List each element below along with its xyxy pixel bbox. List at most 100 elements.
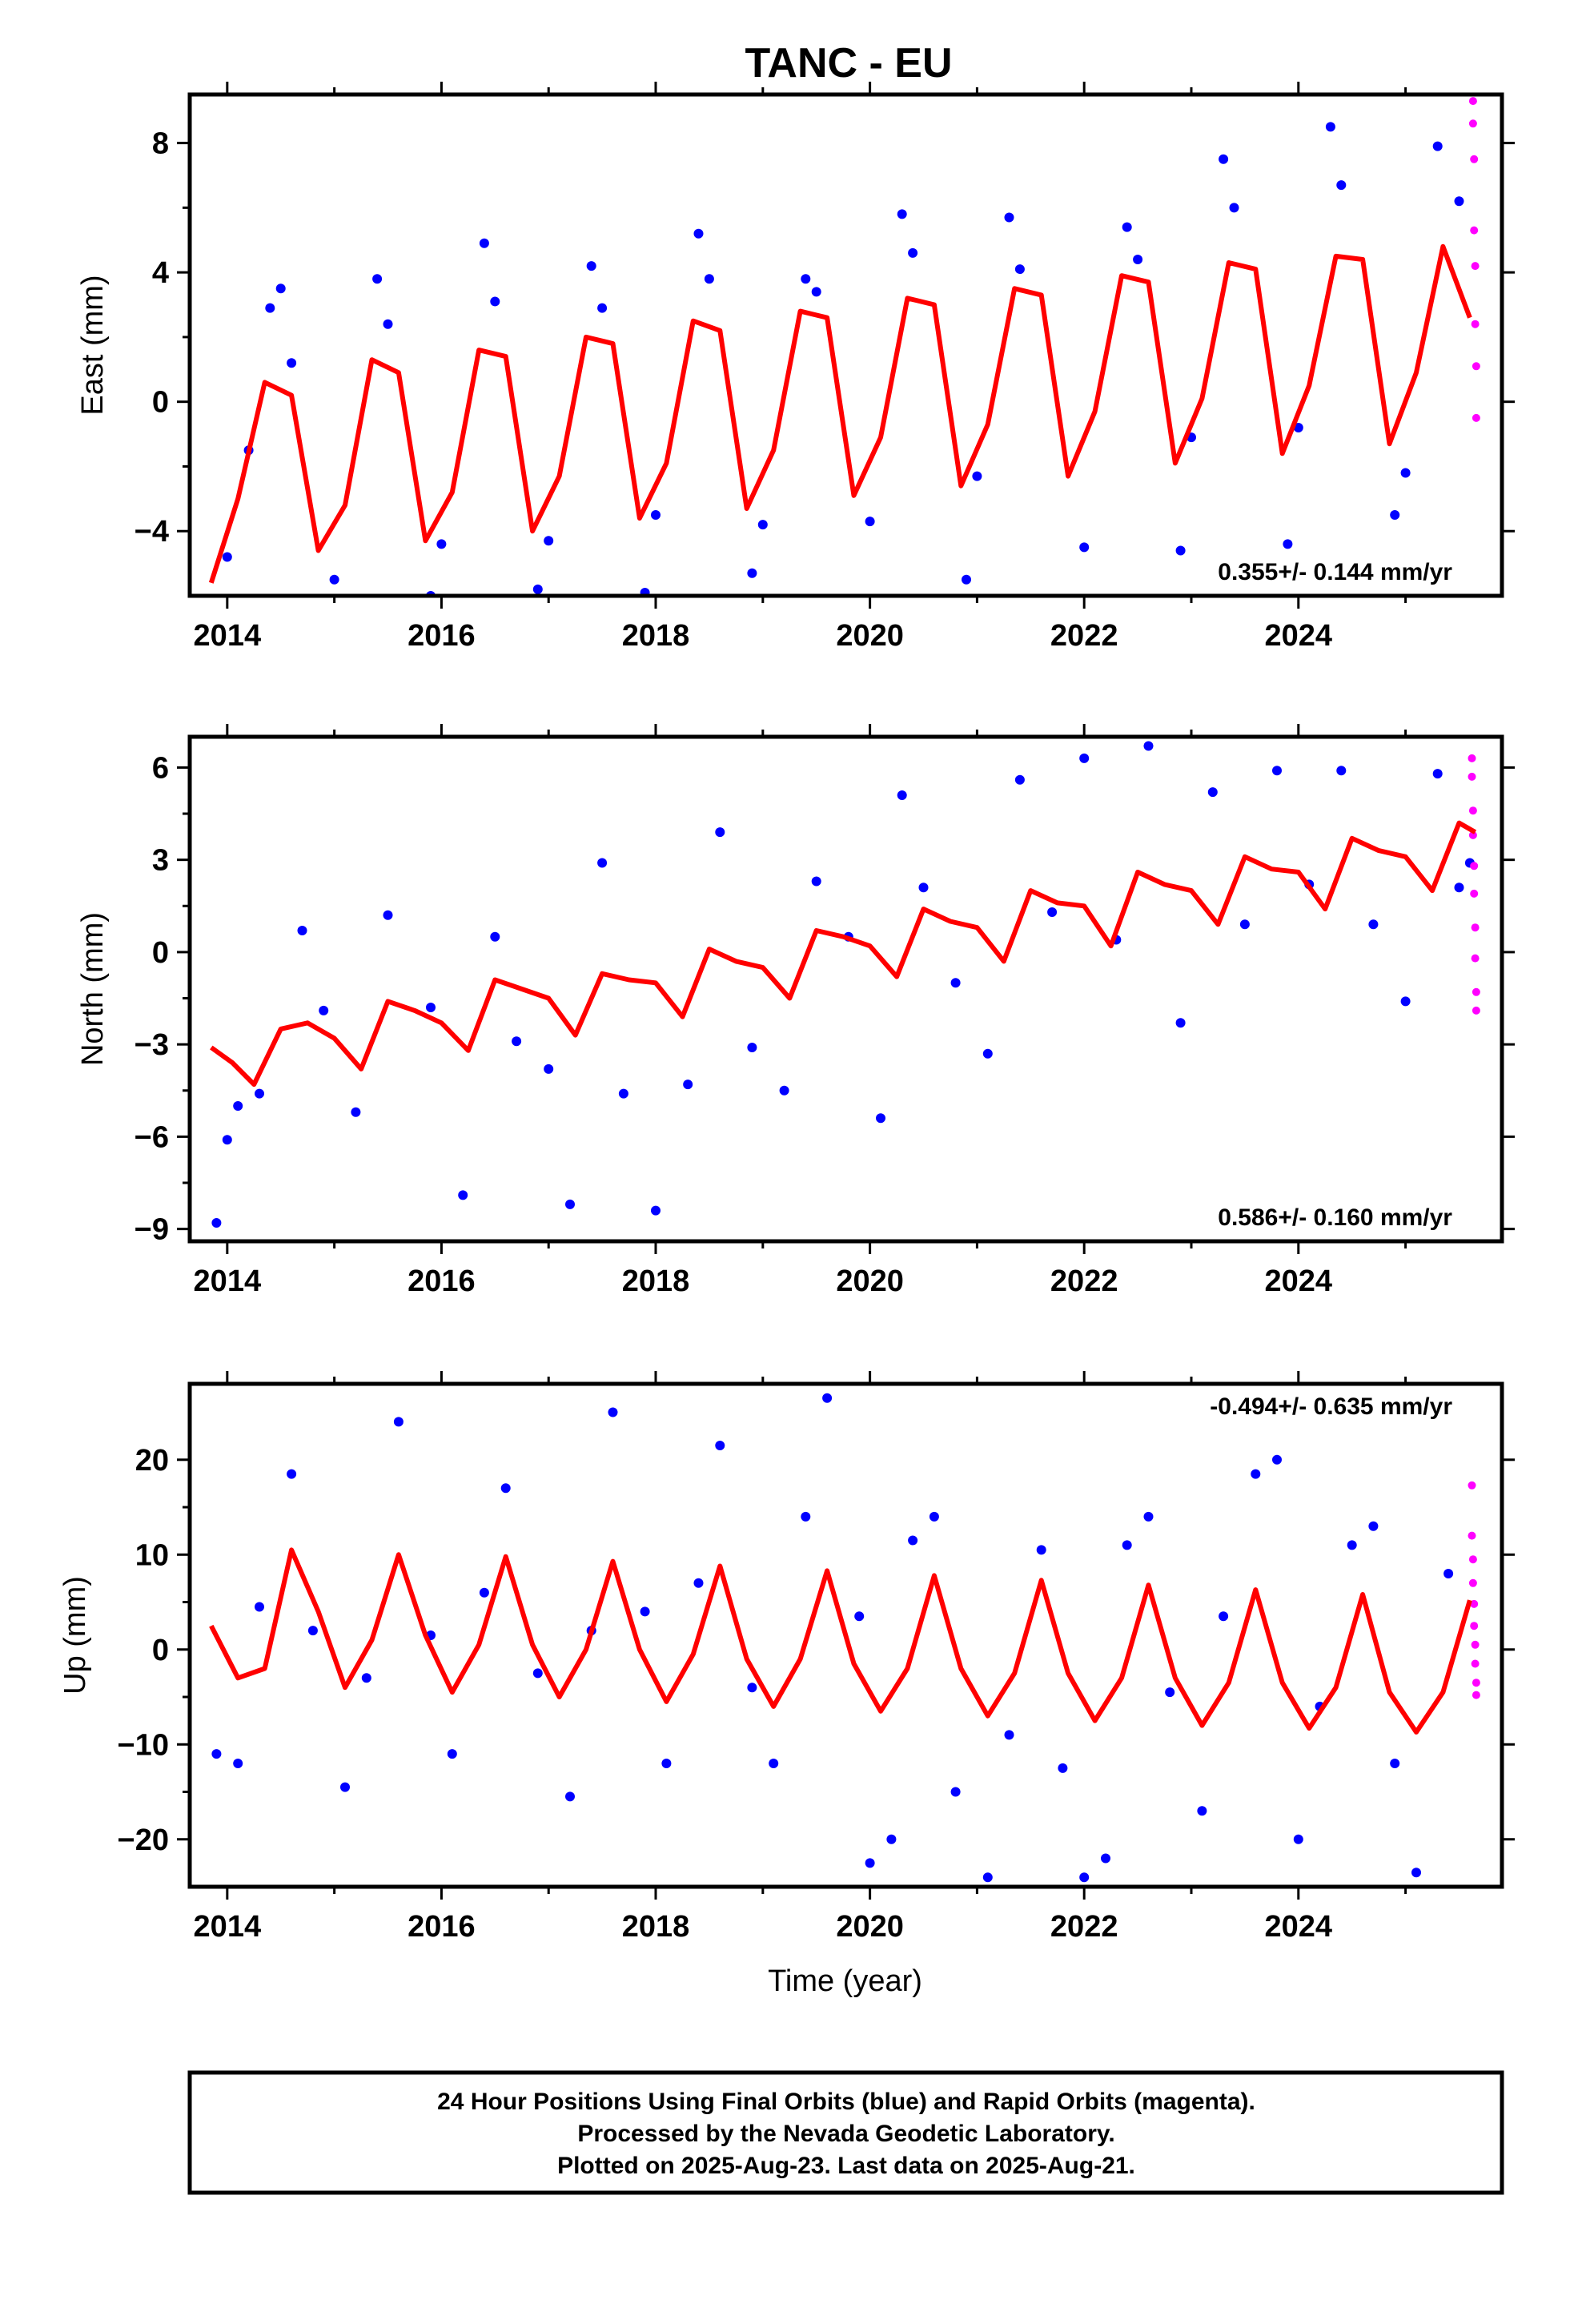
- north-final-point: [490, 931, 500, 942]
- up-final-point: [532, 1668, 543, 1679]
- east-rapid-point: [1468, 62, 1476, 70]
- up-final-point: [1165, 1687, 1175, 1698]
- up-final-point: [361, 1673, 371, 1683]
- up-final-point: [1443, 1569, 1454, 1578]
- east-rapid-point: [1472, 362, 1480, 371]
- north-final-point: [651, 1205, 661, 1216]
- north-rapid-point: [1468, 772, 1476, 781]
- north-y-tick-label: 3: [152, 844, 169, 878]
- east-final-point: [265, 303, 275, 313]
- east-final-point: [490, 296, 500, 307]
- up-final-point: [1143, 1511, 1154, 1522]
- up-final-point: [769, 1759, 779, 1768]
- east-x-tick-label: 2016: [408, 619, 476, 653]
- up-final-point: [1293, 1834, 1303, 1844]
- north-final-point: [351, 1107, 361, 1117]
- up-final-point: [1197, 1806, 1207, 1816]
- east-final-point: [275, 283, 286, 294]
- up-final-point: [287, 1469, 297, 1479]
- up-y-tick-label: −20: [118, 1823, 169, 1857]
- up-final-point: [929, 1511, 939, 1522]
- east-panel: 2014 2016 2018 2020 2022 2024 −4 0 4 8 East (mm) 0.…: [76, 62, 1515, 653]
- north-rapid-point: [1468, 754, 1476, 762]
- east-final-point: [222, 552, 232, 562]
- figure-title: TANC - EU: [745, 40, 952, 86]
- east-final-point: [383, 319, 393, 329]
- north-final-point: [512, 1036, 522, 1047]
- north-y-tick-label: −6: [135, 1120, 169, 1154]
- north-final-point: [779, 1085, 789, 1096]
- east-rapid-point: [1471, 320, 1480, 328]
- east-final-point: [962, 574, 971, 585]
- north-panel: 2014 2016 2018 2020 2022 2024 −9 −6 −3 0 3 6 North (…: [76, 724, 1515, 1298]
- up-final-point: [1079, 1872, 1090, 1883]
- up-x-tick-label: 2022: [1050, 1910, 1118, 1944]
- north-final-point: [383, 910, 393, 920]
- north-final-point: [222, 1135, 232, 1145]
- north-y-tick-label: −3: [135, 1028, 169, 1062]
- north-final-point: [597, 858, 608, 868]
- east-y-axis-label: East (mm): [76, 275, 110, 415]
- north-final-point: [1400, 996, 1411, 1007]
- east-final-point: [1004, 212, 1014, 223]
- east-final-point: [329, 574, 339, 585]
- up-x-tick-label: 2016: [408, 1910, 476, 1944]
- east-final-point: [1336, 180, 1347, 191]
- east-final-point: [1175, 545, 1186, 556]
- east-rapid-points: [1468, 62, 1480, 422]
- east-final-point: [372, 274, 383, 284]
- east-rapid-point: [1470, 226, 1479, 235]
- north-final-point: [426, 1003, 436, 1012]
- east-x-tick-label: 2020: [836, 619, 904, 653]
- up-final-point: [1004, 1730, 1014, 1740]
- east-final-point: [1122, 222, 1132, 232]
- north-y-tick-label: 6: [152, 751, 169, 785]
- up-final-point: [1368, 1521, 1379, 1531]
- east-final-point: [1283, 539, 1293, 549]
- north-rapid-point: [1468, 830, 1477, 839]
- up-final-point: [908, 1535, 918, 1546]
- east-final-point: [693, 228, 704, 239]
- north-final-point: [1454, 883, 1464, 893]
- north-final-point: [747, 1043, 757, 1052]
- up-final-point: [1411, 1868, 1421, 1878]
- north-final-points: [211, 741, 1475, 1228]
- east-final-point: [319, 601, 328, 610]
- east-rapid-point: [1471, 262, 1480, 271]
- east-final-point: [1390, 510, 1400, 520]
- north-final-point: [1143, 741, 1154, 751]
- north-fit-line: [210, 820, 1477, 1088]
- up-final-point: [747, 1683, 757, 1693]
- north-final-point: [811, 876, 821, 887]
- footer-line-1: 24 Hour Positions Using Final Orbits (bl…: [437, 2089, 1255, 2115]
- up-rapid-point: [1471, 1640, 1480, 1649]
- up-final-point: [565, 1791, 575, 1802]
- up-final-point: [693, 1578, 704, 1588]
- north-rapid-point: [1471, 954, 1480, 963]
- north-final-point: [544, 1063, 554, 1074]
- up-final-point: [1058, 1763, 1068, 1773]
- up-rate-label: -0.494+/- 0.635 mm/yr: [1210, 1393, 1452, 1420]
- up-final-points: [211, 1393, 1454, 1883]
- north-y-axis-label: North (mm): [76, 912, 110, 1066]
- up-rapid-point: [1468, 1481, 1476, 1490]
- up-frame: [187, 1381, 1504, 1889]
- up-final-point: [801, 1511, 811, 1522]
- north-y-tick-label: 0: [152, 936, 169, 970]
- up-rapid-point: [1472, 1691, 1480, 1699]
- north-rapid-point: [1470, 862, 1479, 870]
- north-rapid-points: [1468, 754, 1480, 1015]
- up-final-point: [393, 1417, 404, 1427]
- up-rapid-points: [1468, 1481, 1480, 1699]
- north-final-point: [1207, 787, 1218, 798]
- north-rapid-point: [1468, 806, 1477, 815]
- up-final-point: [211, 1749, 222, 1759]
- up-x-axis-label: Time (year): [768, 1964, 922, 1998]
- footer-box: 24 Hour Positions Using Final Orbits (bl…: [187, 2070, 1504, 2195]
- up-final-point: [1101, 1853, 1110, 1864]
- up-final-point: [865, 1858, 875, 1868]
- up-final-point: [854, 1611, 865, 1622]
- east-rapid-point: [1468, 97, 1477, 106]
- east-final-point: [1400, 468, 1411, 478]
